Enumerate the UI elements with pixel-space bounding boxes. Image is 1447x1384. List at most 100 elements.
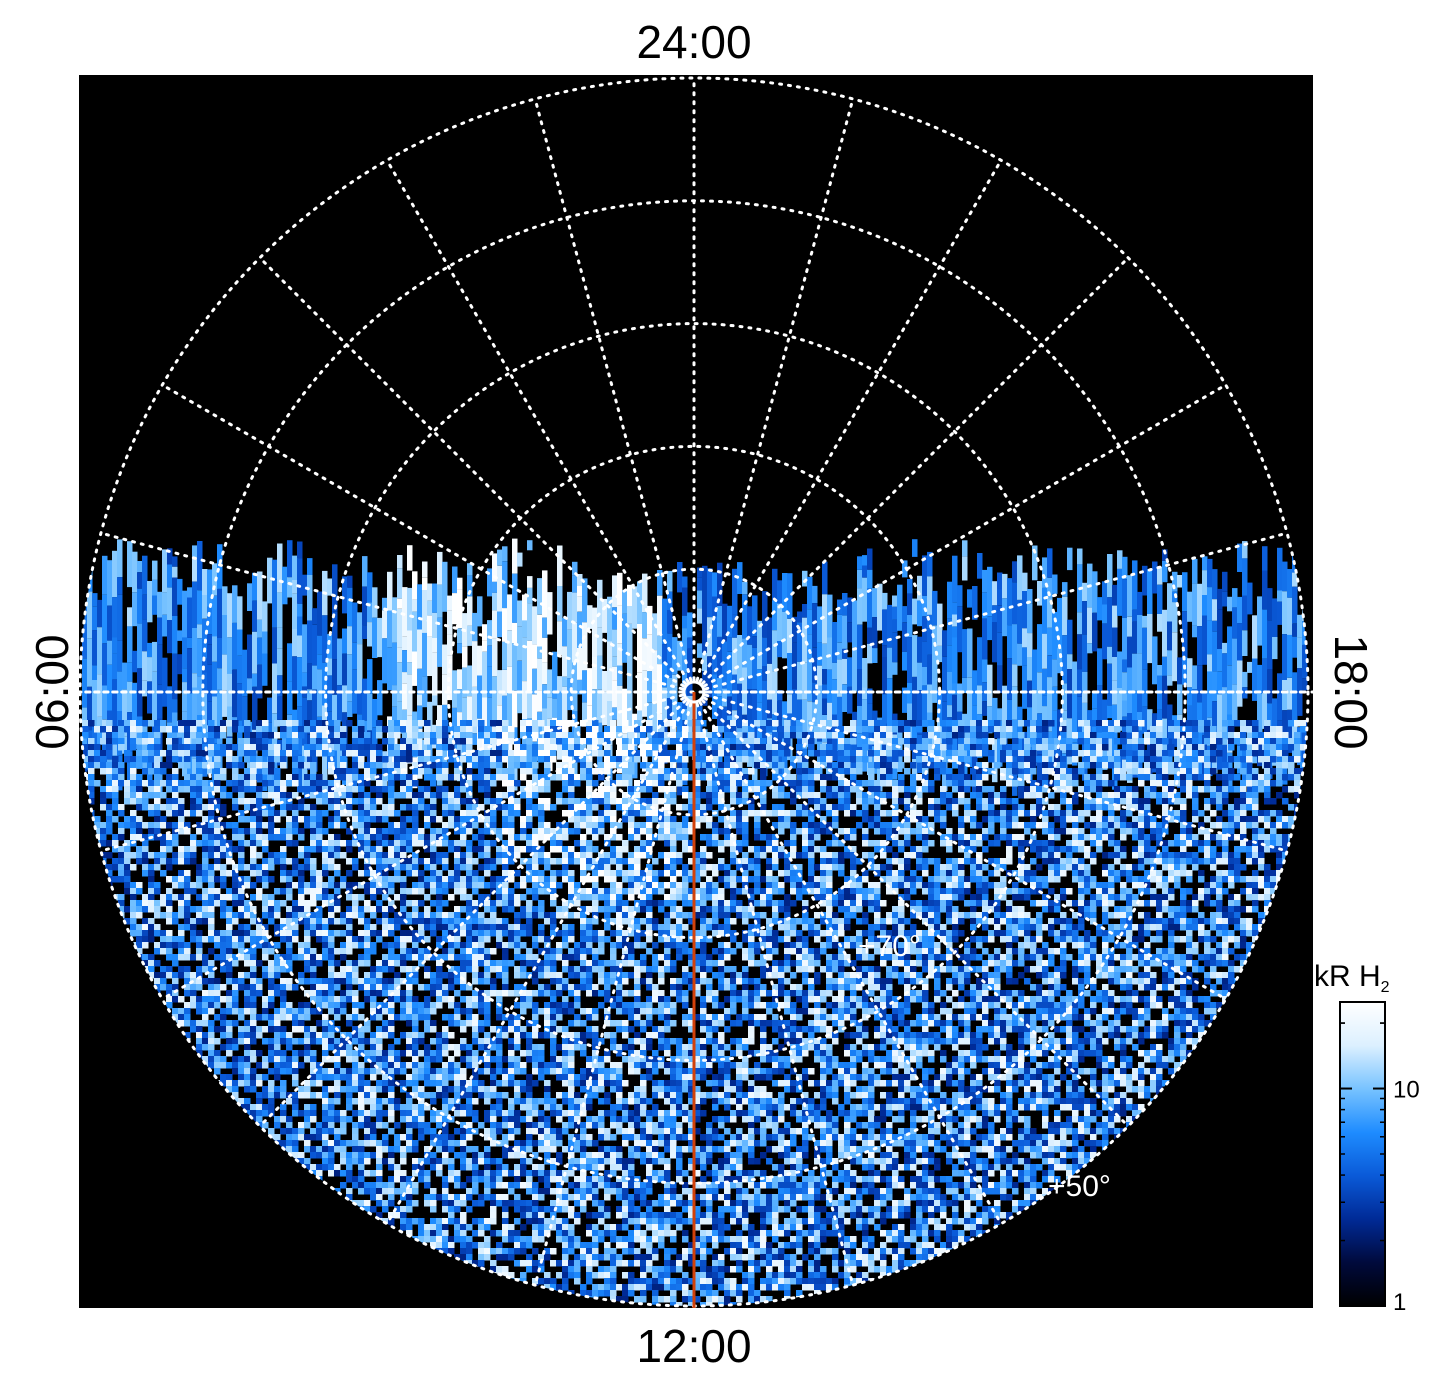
emission-cell bbox=[310, 750, 317, 757]
emission-cell bbox=[297, 558, 303, 604]
emission-cell bbox=[196, 840, 203, 847]
emission-cell bbox=[454, 822, 461, 829]
emission-cell bbox=[958, 762, 965, 769]
emission-cell bbox=[820, 720, 827, 727]
emission-cell bbox=[462, 667, 468, 698]
emission-cell bbox=[1012, 686, 1018, 720]
emission-cell bbox=[304, 858, 311, 865]
emission-cell bbox=[184, 852, 191, 859]
emission-cell bbox=[148, 768, 155, 775]
emission-cell bbox=[1186, 858, 1193, 865]
emission-cell bbox=[700, 738, 707, 745]
emission-cell bbox=[826, 852, 833, 859]
emission-cell bbox=[1138, 744, 1145, 751]
emission-cell bbox=[1072, 744, 1079, 751]
emission-cell bbox=[887, 678, 893, 728]
emission-cell bbox=[220, 852, 227, 859]
emission-cell bbox=[634, 750, 641, 757]
emission-cell bbox=[778, 726, 785, 733]
emission-cell bbox=[334, 786, 341, 793]
emission-cell bbox=[1144, 798, 1151, 805]
emission-cell bbox=[627, 623, 633, 672]
emission-cell bbox=[1252, 726, 1259, 733]
emission-cell bbox=[537, 646, 543, 659]
emission-cell bbox=[484, 762, 491, 769]
emission-cell bbox=[334, 738, 341, 745]
emission-cell bbox=[1078, 834, 1085, 841]
emission-cell bbox=[1107, 730, 1113, 764]
emission-cell bbox=[1138, 768, 1145, 775]
emission-cell bbox=[1066, 810, 1073, 817]
emission-cell bbox=[814, 834, 821, 841]
emission-cell bbox=[358, 804, 365, 811]
emission-cell bbox=[568, 816, 575, 823]
emission-cell bbox=[784, 822, 791, 829]
emission-cell bbox=[622, 804, 629, 811]
emission-cell bbox=[880, 852, 887, 859]
emission-cell bbox=[1162, 738, 1169, 745]
emission-cell bbox=[808, 732, 815, 739]
emission-cell bbox=[484, 738, 491, 745]
emission-cell bbox=[862, 720, 869, 727]
emission-cell bbox=[454, 750, 461, 757]
emission-cell bbox=[340, 732, 347, 739]
emission-cell bbox=[402, 709, 408, 758]
emission-cell bbox=[220, 786, 227, 793]
emission-cell bbox=[1168, 780, 1175, 787]
emission-cell bbox=[1048, 834, 1055, 841]
emission-cell bbox=[87, 638, 93, 687]
emission-cell bbox=[1186, 786, 1193, 793]
emission-cell bbox=[472, 750, 479, 757]
emission-cell bbox=[664, 864, 671, 871]
emission-cell bbox=[958, 846, 965, 853]
emission-cell bbox=[1012, 810, 1019, 817]
emission-cell bbox=[658, 762, 665, 769]
emission-cell bbox=[327, 578, 333, 596]
emission-cell bbox=[1264, 750, 1271, 757]
emission-cell bbox=[752, 689, 758, 739]
emission-cell bbox=[580, 756, 587, 763]
emission-cell bbox=[694, 720, 701, 727]
emission-cell bbox=[916, 726, 923, 733]
emission-cell bbox=[857, 706, 863, 734]
emission-cell bbox=[256, 744, 263, 751]
emission-cell bbox=[304, 816, 311, 823]
emission-cell bbox=[832, 662, 838, 679]
emission-cell bbox=[1102, 623, 1108, 660]
emission-cell bbox=[682, 756, 689, 763]
emission-cell bbox=[256, 816, 263, 823]
emission-cell bbox=[694, 792, 701, 799]
emission-cell bbox=[1222, 792, 1229, 799]
emission-cell bbox=[922, 774, 929, 781]
emission-cell bbox=[160, 840, 167, 847]
emission-cell bbox=[1270, 840, 1277, 847]
emission-cell bbox=[400, 750, 407, 757]
emission-cell bbox=[892, 840, 899, 847]
emission-cell bbox=[208, 732, 215, 739]
emission-cell bbox=[1197, 626, 1203, 666]
emission-cell bbox=[712, 762, 719, 769]
emission-cell bbox=[232, 834, 239, 841]
emission-cell bbox=[1288, 762, 1295, 769]
emission-cell bbox=[424, 720, 431, 727]
emission-cell bbox=[106, 810, 113, 817]
emission-cell bbox=[244, 840, 251, 847]
emission-cell bbox=[184, 846, 191, 853]
emission-cell bbox=[982, 804, 989, 811]
emission-cell bbox=[557, 735, 563, 760]
emission-cell bbox=[562, 822, 569, 829]
emission-cell bbox=[412, 571, 418, 600]
emission-cell bbox=[1302, 678, 1308, 691]
emission-cell bbox=[136, 720, 143, 727]
emission-cell bbox=[1096, 750, 1103, 757]
emission-cell bbox=[1217, 671, 1223, 695]
emission-cell bbox=[166, 858, 173, 865]
emission-cell bbox=[796, 810, 803, 817]
emission-cell bbox=[472, 612, 478, 642]
emission-cell bbox=[298, 732, 305, 739]
emission-cell bbox=[422, 590, 428, 633]
emission-cell bbox=[1264, 726, 1271, 733]
emission-cell bbox=[1216, 816, 1223, 823]
emission-cell bbox=[252, 600, 258, 632]
emission-cell bbox=[958, 786, 965, 793]
